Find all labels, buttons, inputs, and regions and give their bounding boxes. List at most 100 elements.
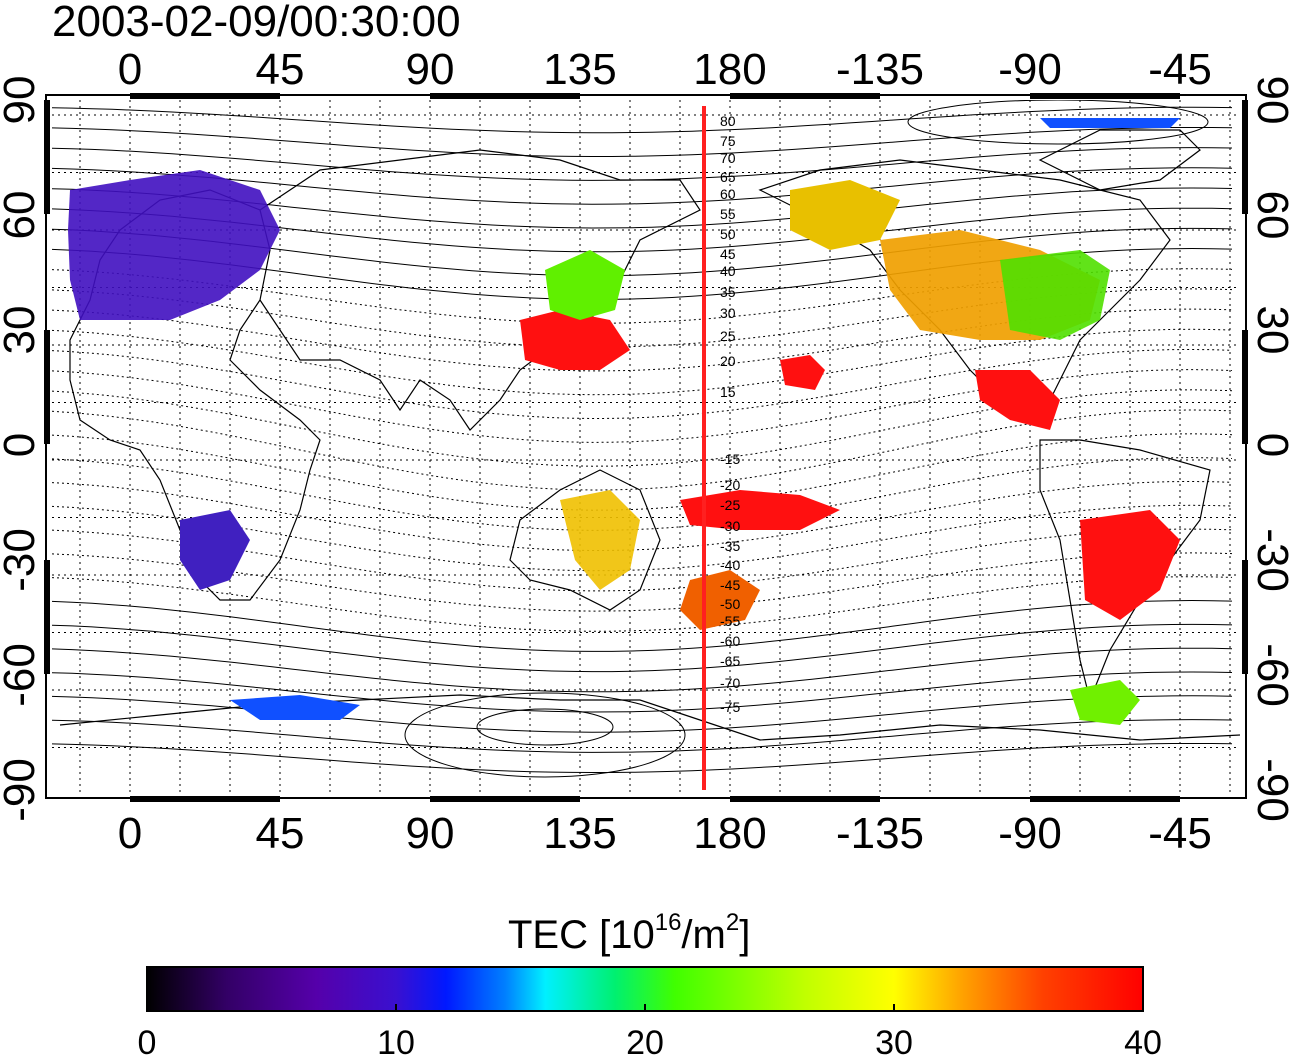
magnetic-latitude-label: -55 — [720, 613, 740, 629]
magnetic-latitude-label: -75 — [720, 699, 740, 715]
magnetic-pole-contour — [907, 100, 1209, 145]
top-longitude-tick: -90 — [998, 45, 1062, 94]
magnetic-pole-contour — [404, 692, 686, 778]
tec-patch-east-asia — [520, 310, 630, 370]
colorbar-tick-label: 20 — [626, 1024, 664, 1057]
right-latitude-axis: 90 60 30 0 -30 -60 -90 — [1248, 76, 1292, 822]
top-longitude-tick: -45 — [1148, 45, 1212, 94]
bottom-longitude-tick: -90 — [998, 809, 1062, 858]
right-latitude-tick: -60 — [1248, 643, 1292, 707]
magnetic-latitude-label: 65 — [720, 169, 736, 185]
left-latitude-tick: 90 — [0, 76, 44, 125]
colorbar-ticks: 0 10 20 30 40 — [138, 1004, 1162, 1057]
tec-patch-japan — [545, 250, 625, 320]
top-longitude-tick: 90 — [406, 45, 455, 94]
magnetic-latitude-label: 60 — [720, 186, 736, 202]
tec-patch-africa — [180, 510, 250, 590]
magnetic-contour — [52, 504, 1233, 572]
magnetic-contour — [52, 457, 1233, 531]
coast-greenland — [1038, 129, 1201, 191]
magnetic-contour — [52, 671, 1233, 713]
top-longitude-tick: 0 — [118, 45, 142, 94]
right-latitude-tick: -30 — [1248, 528, 1292, 592]
right-latitude-tick: -90 — [1248, 758, 1292, 822]
magnetic-contour — [52, 719, 1233, 753]
coast-australia — [509, 469, 661, 611]
bottom-longitude-tick: -135 — [836, 809, 924, 858]
magnetic-latitude-label: 40 — [720, 263, 736, 279]
bottom-longitude-tick: 45 — [256, 809, 305, 858]
magnetic-contour — [52, 623, 1233, 673]
magnetic-latitude-label: 80 — [720, 113, 736, 129]
magnetic-contour — [52, 167, 1233, 205]
tec-patch-hawaii — [780, 355, 825, 390]
magnetic-latitude-label: -65 — [720, 653, 740, 669]
magnetic-latitude-label: -45 — [720, 577, 740, 593]
colorbar-title-main: TEC [10 — [508, 913, 655, 957]
colorbar: TEC [1016/m2] 0 10 20 30 40 — [138, 909, 1162, 1057]
bottom-longitude-tick: -45 — [1148, 809, 1212, 858]
tec-patch-europe — [68, 170, 280, 320]
magnetic-latitude-label: -60 — [720, 633, 740, 649]
magnetic-latitude-label: -25 — [720, 497, 740, 513]
magnetic-latitude-label: 70 — [720, 150, 736, 166]
left-latitude-tick: -90 — [0, 758, 44, 822]
top-longitude-tick: 135 — [543, 45, 616, 94]
tec-patch-central-america — [975, 370, 1060, 430]
magnetic-latitude-label: -15 — [720, 451, 740, 467]
bottom-longitude-tick: 90 — [406, 809, 455, 858]
magnetic-latitude-label: 15 — [720, 384, 736, 400]
magnetic-latitude-labels: 8075706560555045403530252015-15-20-25-30… — [720, 113, 740, 715]
colorbar-title-end: ] — [739, 913, 750, 957]
map-panel: 8075706560555045403530252015-15-20-25-30… — [44, 93, 1248, 802]
colorbar-tick-label: 10 — [377, 1024, 415, 1057]
magnetic-contour — [52, 528, 1233, 592]
magnetic-contour — [52, 369, 1233, 443]
tec-patch-antarctic — [230, 695, 360, 720]
left-latitude-tick: -60 — [0, 643, 44, 707]
tec-patch-arctic — [1040, 118, 1180, 128]
magnetic-contour — [52, 433, 1233, 511]
tec-observations — [68, 118, 1180, 725]
magnetic-latitude-label: -35 — [720, 538, 740, 554]
top-longitude-tick: 180 — [693, 45, 766, 94]
left-latitude-tick: 0 — [0, 433, 44, 457]
left-latitude-tick: 60 — [0, 191, 44, 240]
colorbar-title-sup1: 16 — [655, 909, 682, 936]
bottom-longitude-tick: 135 — [543, 809, 616, 858]
magnetic-latitude-label: 20 — [720, 353, 736, 369]
magnetic-latitude-label: -50 — [720, 596, 740, 612]
magnetic-contour — [52, 106, 1233, 134]
magnetic-pole-contour — [476, 708, 614, 746]
magnetic-latitude-label: 30 — [720, 305, 736, 321]
magnetic-latitude-label: 35 — [720, 284, 736, 300]
colorbar-tick-label: 40 — [1124, 1024, 1162, 1057]
right-latitude-tick: 0 — [1248, 433, 1292, 457]
magnetic-latitude-label: -40 — [720, 557, 740, 573]
bottom-longitude-axis: 0 45 90 135 180 -135 -90 -45 — [118, 809, 1212, 858]
magnetic-contour — [52, 599, 1233, 652]
right-latitude-tick: 30 — [1248, 306, 1292, 355]
colorbar-title-mid: /m — [681, 913, 725, 957]
magnetic-latitude-label: -70 — [720, 675, 740, 691]
magnetic-latitude-label: 75 — [720, 133, 736, 149]
bottom-longitude-tick: 0 — [118, 809, 142, 858]
tec-patch-new-zealand — [680, 570, 760, 630]
right-latitude-tick: 60 — [1248, 191, 1292, 240]
right-latitude-tick: 90 — [1248, 76, 1292, 125]
bottom-longitude-tick: 180 — [693, 809, 766, 858]
tec-patch-pacific — [680, 490, 840, 530]
left-latitude-axis: 90 60 30 0 -30 -60 -90 — [0, 76, 44, 822]
colorbar-tick-label: 0 — [138, 1024, 157, 1057]
colorbar-title-sup2: 2 — [726, 909, 739, 936]
coast-south-america — [1039, 439, 1211, 702]
magnetic-latitude-label: -30 — [720, 518, 740, 534]
frame-ticks — [44, 93, 1248, 802]
magnetic-contour — [52, 647, 1233, 693]
magnetic-contour — [52, 127, 1233, 157]
tec-patch-chile — [1070, 680, 1140, 725]
magnetic-latitude-label: -20 — [720, 477, 740, 493]
magnetic-contour — [52, 743, 1233, 773]
magnetic-latitude-label: 55 — [720, 206, 736, 222]
magnetic-latitude-label: 45 — [720, 246, 736, 262]
